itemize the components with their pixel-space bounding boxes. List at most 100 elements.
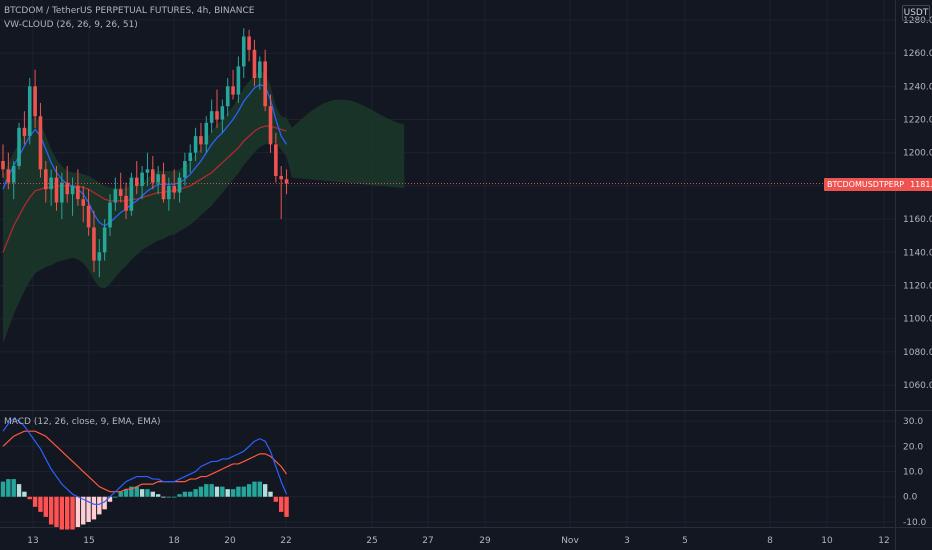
candle[interactable] <box>252 39 257 87</box>
candle[interactable] <box>172 169 176 200</box>
candle[interactable] <box>145 152 150 186</box>
histogram-bar[interactable] <box>172 496 177 498</box>
histogram-bar[interactable] <box>107 496 113 502</box>
candle[interactable] <box>284 169 289 195</box>
candle[interactable] <box>215 89 219 128</box>
candle[interactable] <box>134 161 139 195</box>
candle[interactable] <box>81 185 86 223</box>
candle[interactable] <box>204 116 209 153</box>
histogram-bar[interactable] <box>118 491 123 497</box>
currency-unit-button[interactable]: USDT <box>902 5 930 21</box>
candle[interactable] <box>38 102 43 178</box>
candle[interactable] <box>279 165 283 220</box>
candle[interactable] <box>118 172 123 203</box>
candle[interactable] <box>44 161 48 203</box>
histogram-bar[interactable] <box>145 489 150 497</box>
macd-line[interactable] <box>2 417 288 505</box>
candle[interactable] <box>247 29 251 62</box>
histogram-bar[interactable] <box>198 486 204 497</box>
histogram-bar[interactable] <box>177 494 182 497</box>
histogram-bar[interactable] <box>246 484 252 497</box>
histogram-bar[interactable] <box>204 484 209 497</box>
histogram-bar[interactable] <box>134 486 139 497</box>
vw-cloud-area[interactable] <box>3 71 405 344</box>
candle[interactable] <box>231 69 235 100</box>
candle[interactable] <box>17 122 21 170</box>
histogram-bar[interactable] <box>225 489 230 497</box>
histogram-bar[interactable] <box>155 494 161 497</box>
histogram-bar[interactable] <box>16 484 22 497</box>
candle[interactable] <box>60 172 64 220</box>
histogram-bar[interactable] <box>214 486 220 497</box>
histogram-bar[interactable] <box>262 484 268 497</box>
histogram-bar[interactable] <box>123 489 129 497</box>
candle[interactable] <box>124 182 128 220</box>
histogram-bar[interactable] <box>75 496 81 527</box>
histogram-bar[interactable] <box>230 489 236 497</box>
candle[interactable] <box>108 194 112 236</box>
histogram-bar[interactable] <box>166 496 172 498</box>
candle[interactable] <box>11 161 16 200</box>
histogram-bar[interactable] <box>86 496 91 522</box>
histogram-bar[interactable] <box>43 496 48 517</box>
candle[interactable] <box>156 165 160 195</box>
histogram-bar[interactable] <box>284 496 289 517</box>
candle[interactable] <box>258 56 262 90</box>
candle[interactable] <box>22 111 27 145</box>
histogram-bar[interactable] <box>161 496 166 498</box>
histogram-bar[interactable] <box>27 496 32 500</box>
candle[interactable] <box>140 165 144 200</box>
histogram-bar[interactable] <box>236 486 241 497</box>
histogram-bar[interactable] <box>220 486 225 497</box>
time-axis[interactable]: 13 15 18 20 22 25 27 29 Nov 3 5 8 10 12 <box>27 536 889 546</box>
candle[interactable] <box>151 156 155 190</box>
candle[interactable] <box>27 78 32 145</box>
histogram-bar[interactable] <box>102 496 107 510</box>
histogram-bar[interactable] <box>150 491 155 497</box>
histogram-bar[interactable] <box>209 484 214 497</box>
histogram-bar[interactable] <box>70 496 75 530</box>
candle[interactable] <box>70 177 75 216</box>
candle[interactable] <box>225 78 230 117</box>
candle[interactable] <box>177 172 182 203</box>
histogram-bar[interactable] <box>252 481 257 497</box>
histogram-bar[interactable] <box>38 496 43 512</box>
candle[interactable] <box>274 132 278 183</box>
histogram-bar[interactable] <box>65 496 70 530</box>
candle[interactable] <box>183 152 187 186</box>
candle[interactable] <box>161 162 166 203</box>
histogram-bar[interactable] <box>257 481 262 497</box>
macd-axis[interactable]: 30.0 20.0 10.0 0.0 -10.0 <box>903 417 927 528</box>
histogram-bar[interactable] <box>193 489 198 497</box>
histogram-bar[interactable] <box>279 496 284 512</box>
candle[interactable] <box>102 219 107 261</box>
histogram-bar[interactable] <box>97 496 102 515</box>
candle[interactable] <box>86 189 91 236</box>
candle[interactable] <box>65 165 69 203</box>
histogram-bar[interactable] <box>188 491 193 497</box>
candle[interactable] <box>220 99 225 133</box>
candle[interactable] <box>188 144 193 173</box>
histogram-bar[interactable] <box>48 496 54 525</box>
candle[interactable] <box>54 165 59 211</box>
histogram-bar[interactable] <box>11 479 16 497</box>
histogram-bar[interactable] <box>0 481 6 497</box>
histogram-bar[interactable] <box>129 486 134 497</box>
candle[interactable] <box>113 177 118 211</box>
histogram-bar[interactable] <box>81 496 86 525</box>
candle[interactable] <box>92 210 96 273</box>
candle[interactable] <box>199 122 203 153</box>
vw-cloud-legend[interactable]: VW-CLOUD (26, 26, 9, 26, 51) <box>4 20 138 30</box>
histogram-bar[interactable] <box>241 486 246 497</box>
candle[interactable] <box>193 127 198 162</box>
histogram-bar[interactable] <box>6 479 11 497</box>
histogram-bar[interactable] <box>113 496 118 498</box>
candle[interactable] <box>33 69 37 128</box>
candle[interactable] <box>209 99 214 133</box>
candle[interactable] <box>1 144 5 178</box>
candle[interactable] <box>236 56 241 103</box>
histogram-bar[interactable] <box>22 491 27 497</box>
histogram-bar[interactable] <box>91 496 97 520</box>
macd-legend[interactable]: MACD (12, 26, close, 9, EMA, EMA) <box>4 417 161 427</box>
candle[interactable] <box>268 94 273 153</box>
